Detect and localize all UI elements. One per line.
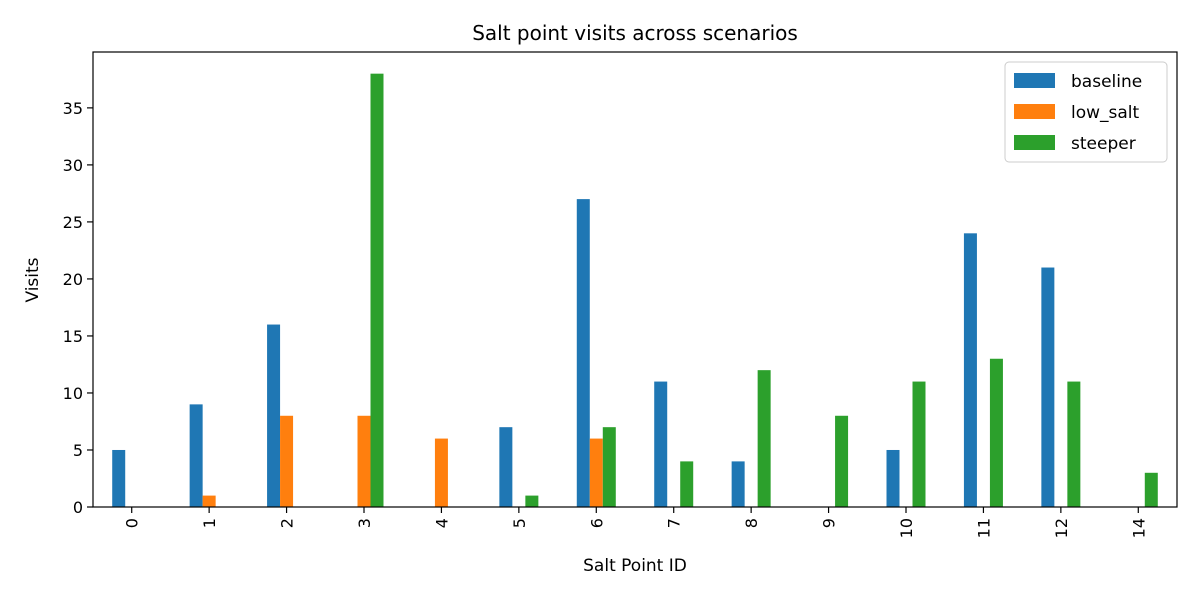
y-axis: 0 5 10 15 20 25 30 35 — [63, 99, 93, 517]
bar-low_salt-3 — [357, 415, 371, 507]
x-tick-label: 4 — [432, 518, 451, 528]
y-axis-title: Visits — [23, 257, 43, 302]
bar-steeper-5 — [525, 495, 539, 507]
bar-steeper-12 — [1067, 381, 1081, 507]
x-tick-label: 3 — [355, 518, 374, 528]
y-tick-label: 30 — [63, 156, 83, 175]
x-tick-label: 5 — [510, 518, 529, 528]
x-axis: 0 1 2 3 4 5 6 7 8 9 10 11 12 14 — [123, 507, 1148, 538]
y-tick-label: 5 — [73, 441, 83, 460]
bar-steeper-14 — [1144, 472, 1158, 507]
y-tick-label: 35 — [63, 99, 83, 118]
bar-steeper-3 — [370, 73, 384, 508]
y-tick-label: 10 — [63, 384, 83, 403]
y-tick-label: 20 — [63, 270, 83, 289]
x-axis-title: Salt Point ID — [583, 556, 687, 576]
legend-swatch-steeper — [1014, 135, 1055, 150]
bar-baseline-12 — [1041, 267, 1055, 507]
bar-baseline-0 — [112, 449, 126, 507]
x-tick-label: 11 — [974, 518, 993, 538]
legend-swatch-baseline — [1014, 73, 1055, 88]
x-tick-label: 1 — [200, 518, 219, 528]
bars-group — [112, 73, 1158, 508]
bar-baseline-7 — [654, 381, 668, 507]
bar-steeper-9 — [835, 415, 849, 507]
bar-baseline-6 — [576, 199, 590, 507]
x-tick-label: 9 — [820, 518, 839, 528]
bar-baseline-1 — [189, 404, 203, 507]
bar-steeper-11 — [989, 358, 1003, 507]
bar-baseline-2 — [267, 324, 281, 507]
legend-label-low_salt: low_salt — [1071, 103, 1140, 123]
bar-steeper-8 — [757, 370, 771, 507]
x-tick-label: 10 — [897, 518, 916, 538]
x-tick-label: 2 — [278, 518, 297, 528]
y-tick-label: 15 — [63, 327, 83, 346]
bar-steeper-10 — [912, 381, 926, 507]
y-tick-label: 25 — [63, 213, 83, 232]
x-tick-label: 7 — [665, 518, 684, 528]
x-tick-label: 6 — [587, 518, 606, 528]
bar-low_salt-6 — [589, 438, 603, 507]
legend-label-steeper: steeper — [1071, 134, 1136, 154]
bar-baseline-8 — [731, 461, 745, 507]
legend-label-baseline: baseline — [1071, 72, 1142, 92]
legend-swatch-low_salt — [1014, 104, 1055, 119]
bar-steeper-7 — [680, 461, 694, 507]
chart-title: Salt point visits across scenarios — [472, 21, 798, 45]
bar-baseline-10 — [886, 449, 900, 507]
x-tick-label: 0 — [123, 518, 142, 528]
x-tick-label: 12 — [1052, 518, 1071, 538]
bar-low_salt-4 — [434, 438, 448, 507]
bar-baseline-11 — [963, 233, 977, 507]
bar-low_salt-1 — [202, 495, 216, 507]
x-tick-label: 8 — [742, 518, 761, 528]
bar-steeper-6 — [602, 427, 616, 507]
bar-baseline-5 — [499, 427, 513, 507]
bar-low_salt-2 — [280, 415, 294, 507]
x-tick-label: 14 — [1129, 518, 1148, 538]
y-tick-label: 0 — [73, 498, 83, 517]
